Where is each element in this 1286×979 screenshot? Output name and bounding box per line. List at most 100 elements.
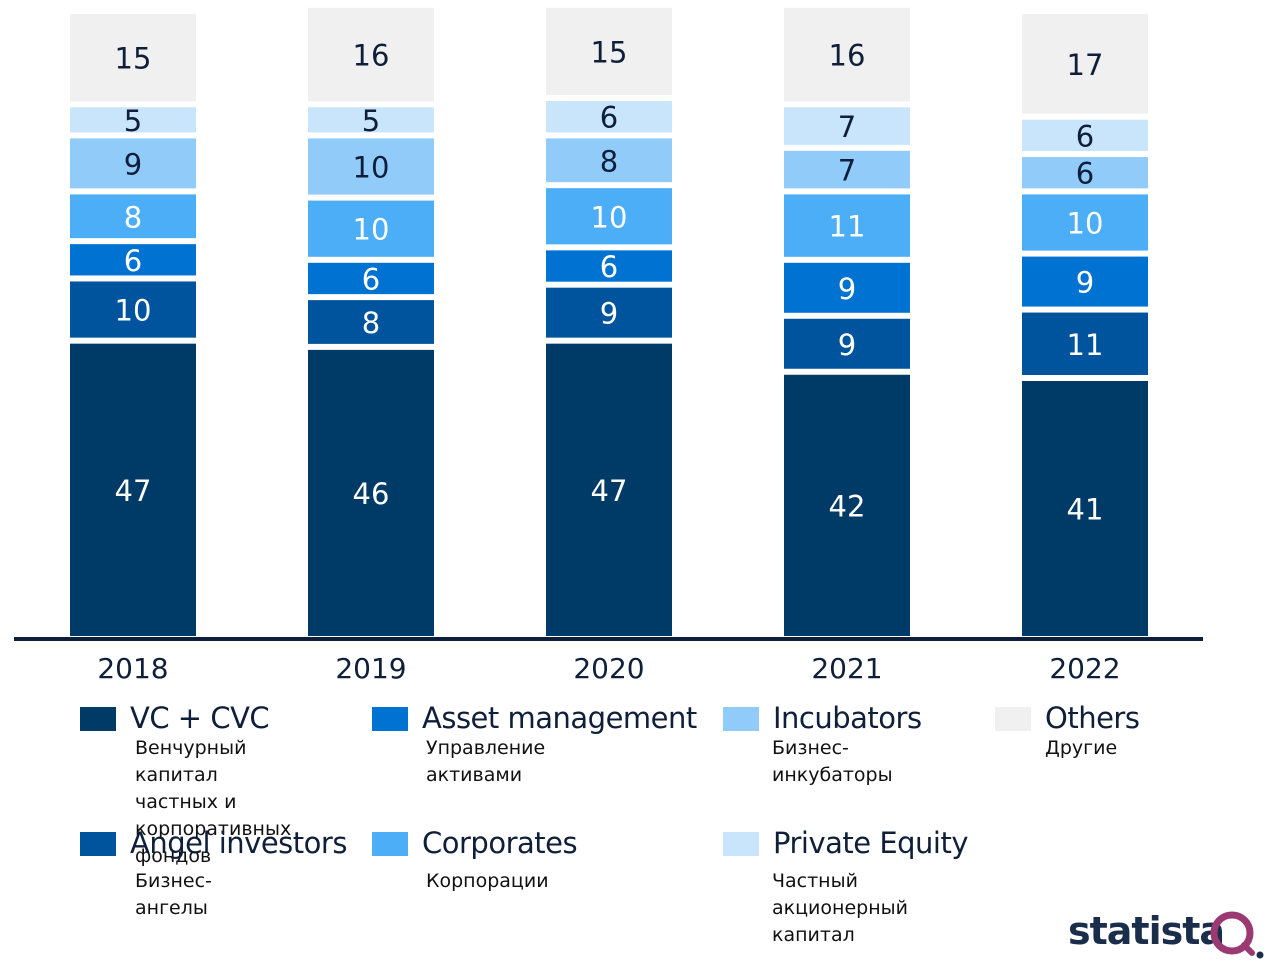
bar-segment-angel-investors-2021: [784, 318, 910, 369]
bar-segment-asset-management-2021: [784, 262, 910, 313]
x-tick-label: 2019: [335, 652, 406, 685]
x-tick-label: 2021: [811, 652, 882, 685]
data-label: 9: [124, 147, 142, 181]
bar-segment-incubators-2020: [546, 138, 672, 183]
bar-segment-private-equity-2022: [1022, 119, 1148, 152]
stacked-bar-chart: 47 10 6 8 9 5 15 46 8 6 10 10 5 16 47 9 6 10 8 6 15 42 9 9 11 7 7 1…: [14, 7, 1203, 685]
x-tick-labels: 2018 2019 2020 2021 2022: [97, 652, 1120, 685]
data-label: 47: [591, 474, 628, 508]
data-label: 8: [124, 200, 142, 234]
legend-label-private-equity: Private Equity: [773, 826, 969, 860]
data-label: 10: [1067, 206, 1104, 240]
data-label: 5: [124, 104, 142, 138]
bar-segment-incubators-2021: [784, 150, 910, 189]
bar-segment-corporates-2020: [546, 188, 672, 245]
data-label: 10: [353, 213, 390, 247]
bar-segment-asset-management-2020: [546, 250, 672, 282]
data-label: 5: [362, 104, 380, 138]
bar-segment-incubators-2022: [1022, 157, 1148, 189]
data-label: 9: [838, 328, 856, 362]
data-label: 8: [362, 306, 380, 340]
data-label: 6: [362, 262, 380, 296]
data-label: 6: [1076, 157, 1094, 191]
bar-segment-corporates-2022: [1022, 194, 1148, 251]
legend-label-vc-cvc: VC + CVC: [130, 701, 270, 735]
legend-swatch-corporates: [372, 832, 408, 856]
legend-sub-corporates: Корпорации: [426, 870, 549, 892]
data-label: 7: [838, 110, 856, 144]
data-label: 46: [353, 477, 390, 511]
legend-swatch-angel-investors: [80, 832, 116, 856]
legend-swatch-private-equity: [723, 832, 759, 856]
x-tick-label: 2022: [1049, 652, 1120, 685]
bar-segment-private-equity-2019: [308, 107, 434, 133]
bar-segment-asset-management-2019: [308, 262, 434, 295]
bar-segment-angel-investors-2022: [1022, 312, 1148, 375]
bar-segment-angel-investors-2018: [70, 281, 196, 338]
data-label: 16: [353, 39, 390, 73]
legend-swatch-asset-management: [372, 707, 408, 731]
bar-segment-angel-investors-2020: [546, 287, 672, 338]
data-label: 15: [115, 42, 152, 76]
bar-segment-private-equity-2020: [546, 101, 672, 133]
legend-label-corporates: Corporates: [422, 826, 578, 860]
x-tick-label: 2020: [573, 652, 644, 685]
legend-sub-incubators: Бизнес-инкубаторы: [772, 737, 893, 786]
bar-segment-vc-cvc-2019: [308, 349, 434, 636]
bar-segment-others-2022: [1022, 14, 1148, 114]
bar-segment-incubators-2019: [308, 138, 434, 195]
bar-segment-vc-cvc-2018: [70, 343, 196, 636]
bar-segment-others-2021: [784, 7, 910, 102]
data-label: 6: [600, 250, 618, 284]
data-label: 9: [600, 297, 618, 331]
data-label: 15: [591, 35, 628, 69]
data-label: 42: [829, 489, 866, 523]
bars-group: 47 10 6 8 9 5 15 46 8 6 10 10 5 16 47 9 6 10 8 6 15 42 9 9 11 7 7 1…: [70, 7, 1148, 636]
statista-logo-text: statista: [1068, 909, 1225, 953]
bar-segment-others-2018: [70, 14, 196, 102]
data-label: 6: [124, 244, 142, 278]
legend-label-asset-management: Asset management: [422, 701, 697, 735]
data-label: 9: [838, 272, 856, 306]
legend-swatch-incubators: [723, 707, 759, 731]
bar-segment-incubators-2018: [70, 138, 196, 189]
data-label: 10: [353, 151, 390, 185]
data-label: 6: [600, 101, 618, 135]
bar-segment-asset-management-2018: [70, 244, 196, 276]
data-label: 17: [1067, 48, 1104, 82]
data-label: 47: [115, 474, 152, 508]
bar-segment-vc-cvc-2021: [784, 374, 910, 636]
data-label: 41: [1067, 492, 1104, 526]
legend-sub-others: Другие: [1045, 737, 1118, 759]
statista-logo: statista: [1068, 905, 1268, 965]
legend-sub-asset-management: Управление активами: [426, 737, 546, 786]
legend-sub-private-equity: Частный акционерный капитал: [772, 870, 908, 946]
x-tick-label: 2018: [97, 652, 168, 685]
bar-segment-vc-cvc-2020: [546, 343, 672, 636]
legend-label-angel-investors: Angel investors: [130, 826, 347, 860]
data-label: 10: [591, 200, 628, 234]
data-label: 9: [1076, 266, 1094, 300]
legend-swatch-others: [995, 707, 1031, 731]
legend-sub-angel-investors: Бизнес-ангелы: [135, 870, 212, 919]
legend-label-incubators: Incubators: [773, 701, 922, 735]
statista-magnifier-icon: [1210, 911, 1264, 959]
bar-segment-others-2019: [308, 7, 434, 102]
data-label: 16: [829, 39, 866, 73]
legend-label-others: Others: [1045, 701, 1140, 735]
bar-segment-angel-investors-2019: [308, 300, 434, 344]
data-label: 11: [829, 210, 866, 244]
bar-segment-corporates-2019: [308, 200, 434, 257]
legend-swatch-vc-cvc: [80, 707, 116, 731]
bar-segment-corporates-2021: [784, 194, 910, 257]
legend-sub-vc-cvc: Венчурный капитал частных и корпоративны…: [135, 737, 292, 867]
bar-segment-asset-management-2022: [1022, 256, 1148, 307]
data-label: 8: [600, 144, 618, 178]
bar-segment-others-2020: [546, 7, 672, 96]
data-label: 6: [1076, 119, 1094, 153]
bar-segment-private-equity-2018: [70, 107, 196, 133]
data-label: 7: [838, 154, 856, 188]
bar-segment-corporates-2018: [70, 194, 196, 239]
bar-segment-private-equity-2021: [784, 107, 910, 145]
data-label: 11: [1067, 328, 1104, 362]
